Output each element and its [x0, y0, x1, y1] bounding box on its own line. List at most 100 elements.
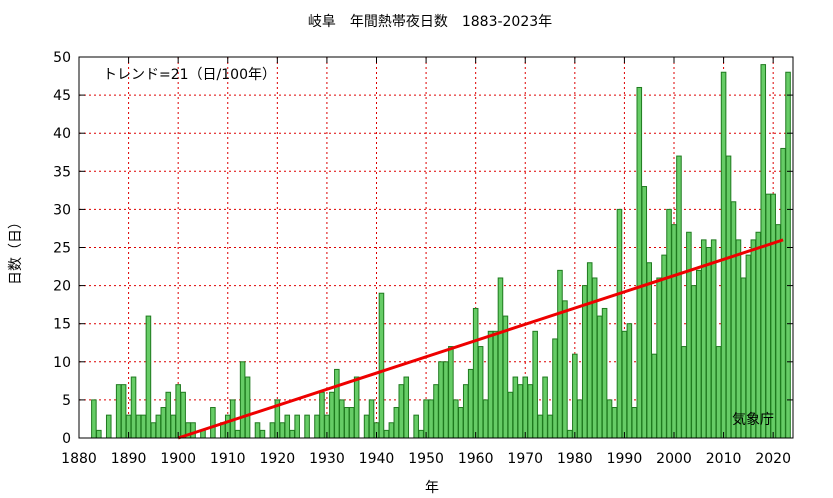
- bar: [140, 414, 147, 439]
- bar: [304, 414, 310, 439]
- bar: [601, 307, 608, 439]
- bar: [339, 399, 345, 439]
- bar: [691, 285, 697, 439]
- bar: [378, 292, 385, 439]
- y-tick-label: 10: [53, 355, 71, 371]
- bar: [294, 414, 300, 439]
- trend-annotation: トレンド=21（日/100年）: [103, 67, 276, 83]
- bar: [130, 376, 137, 439]
- bar: [438, 361, 444, 439]
- bar: [770, 193, 776, 439]
- bar: [398, 384, 405, 439]
- x-tick-label: 1950: [408, 451, 444, 467]
- bar: [343, 407, 350, 439]
- bar: [269, 422, 276, 439]
- y-tick-label: 0: [62, 431, 71, 447]
- y-axis: 0 5 10 15 20 25 30 35 40 45 50: [53, 50, 793, 447]
- y-tick-label: 20: [53, 279, 71, 295]
- y-axis-label: 日数（日）: [8, 215, 24, 285]
- bar: [492, 330, 499, 439]
- bar: [135, 414, 142, 439]
- x-tick-label: 2010: [706, 451, 742, 467]
- bar: [735, 239, 742, 439]
- x-tick-label: 1880: [61, 451, 97, 467]
- bar: [259, 429, 266, 439]
- bar: [254, 422, 261, 439]
- bar: [115, 384, 122, 439]
- bar: [418, 429, 424, 439]
- bar: [210, 407, 216, 439]
- bar: [120, 384, 127, 439]
- bar: [413, 414, 419, 439]
- bar: [765, 193, 771, 439]
- bar: [651, 353, 657, 439]
- bar: [145, 315, 152, 439]
- bars: [91, 64, 791, 439]
- source-label: 気象庁: [732, 412, 774, 428]
- bar: [448, 346, 454, 439]
- bar: [363, 414, 370, 439]
- bar: [458, 407, 464, 439]
- bar: [428, 399, 434, 439]
- bar: [234, 429, 241, 439]
- bar: [319, 391, 325, 439]
- y-tick-label: 45: [53, 88, 71, 104]
- bar: [626, 323, 633, 439]
- bar: [96, 429, 102, 439]
- x-tick-label: 1890: [111, 451, 147, 467]
- bar: [641, 186, 648, 439]
- bar: [785, 71, 791, 439]
- bar: [705, 247, 712, 439]
- y-tick-label: 40: [53, 126, 71, 142]
- bar: [720, 71, 727, 439]
- bar: [467, 368, 474, 439]
- bar: [542, 376, 548, 439]
- bar: [572, 353, 578, 439]
- y-tick-label: 30: [53, 202, 71, 218]
- bar: [646, 262, 652, 439]
- bar: [482, 399, 489, 439]
- chart-title: 岐阜 年間熱帯夜日数 1883-2023年: [308, 13, 552, 30]
- bar: [383, 429, 390, 439]
- bar: [477, 346, 484, 439]
- x-axis-label: 年: [425, 480, 439, 496]
- bar: [775, 224, 781, 439]
- bar: [596, 315, 603, 439]
- bar: [244, 376, 251, 439]
- bar: [453, 399, 459, 439]
- x-tick-label: 1930: [309, 451, 345, 467]
- bar: [750, 239, 757, 439]
- bar: [621, 330, 628, 439]
- bar: [681, 346, 687, 439]
- bar: [388, 422, 395, 439]
- bar: [552, 338, 558, 439]
- bar: [745, 254, 752, 439]
- bar: [443, 361, 449, 439]
- bar: [611, 407, 618, 439]
- y-tick-label: 50: [53, 50, 71, 66]
- y-tick-label: 15: [53, 317, 71, 333]
- x-tick-label: 1900: [160, 451, 196, 467]
- bar: [284, 414, 291, 439]
- x-tick-label: 1990: [607, 451, 643, 467]
- bar: [780, 147, 786, 439]
- bar: [631, 407, 638, 439]
- bar: [165, 391, 172, 439]
- bar: [567, 429, 573, 439]
- bar: [170, 414, 176, 439]
- bar: [671, 224, 677, 439]
- x-tick-label: 1970: [507, 451, 543, 467]
- bar: [661, 254, 667, 439]
- x-tick-label: 1980: [557, 451, 593, 467]
- bar: [581, 285, 588, 439]
- bar: [314, 414, 320, 439]
- bar: [329, 391, 335, 439]
- bar: [353, 376, 360, 439]
- bar: [175, 384, 181, 439]
- bar: [289, 429, 295, 439]
- bar: [606, 399, 613, 439]
- x-tick-label: 1910: [210, 451, 246, 467]
- y-tick-label: 25: [53, 241, 71, 257]
- bar: [180, 391, 186, 439]
- bar: [715, 346, 722, 439]
